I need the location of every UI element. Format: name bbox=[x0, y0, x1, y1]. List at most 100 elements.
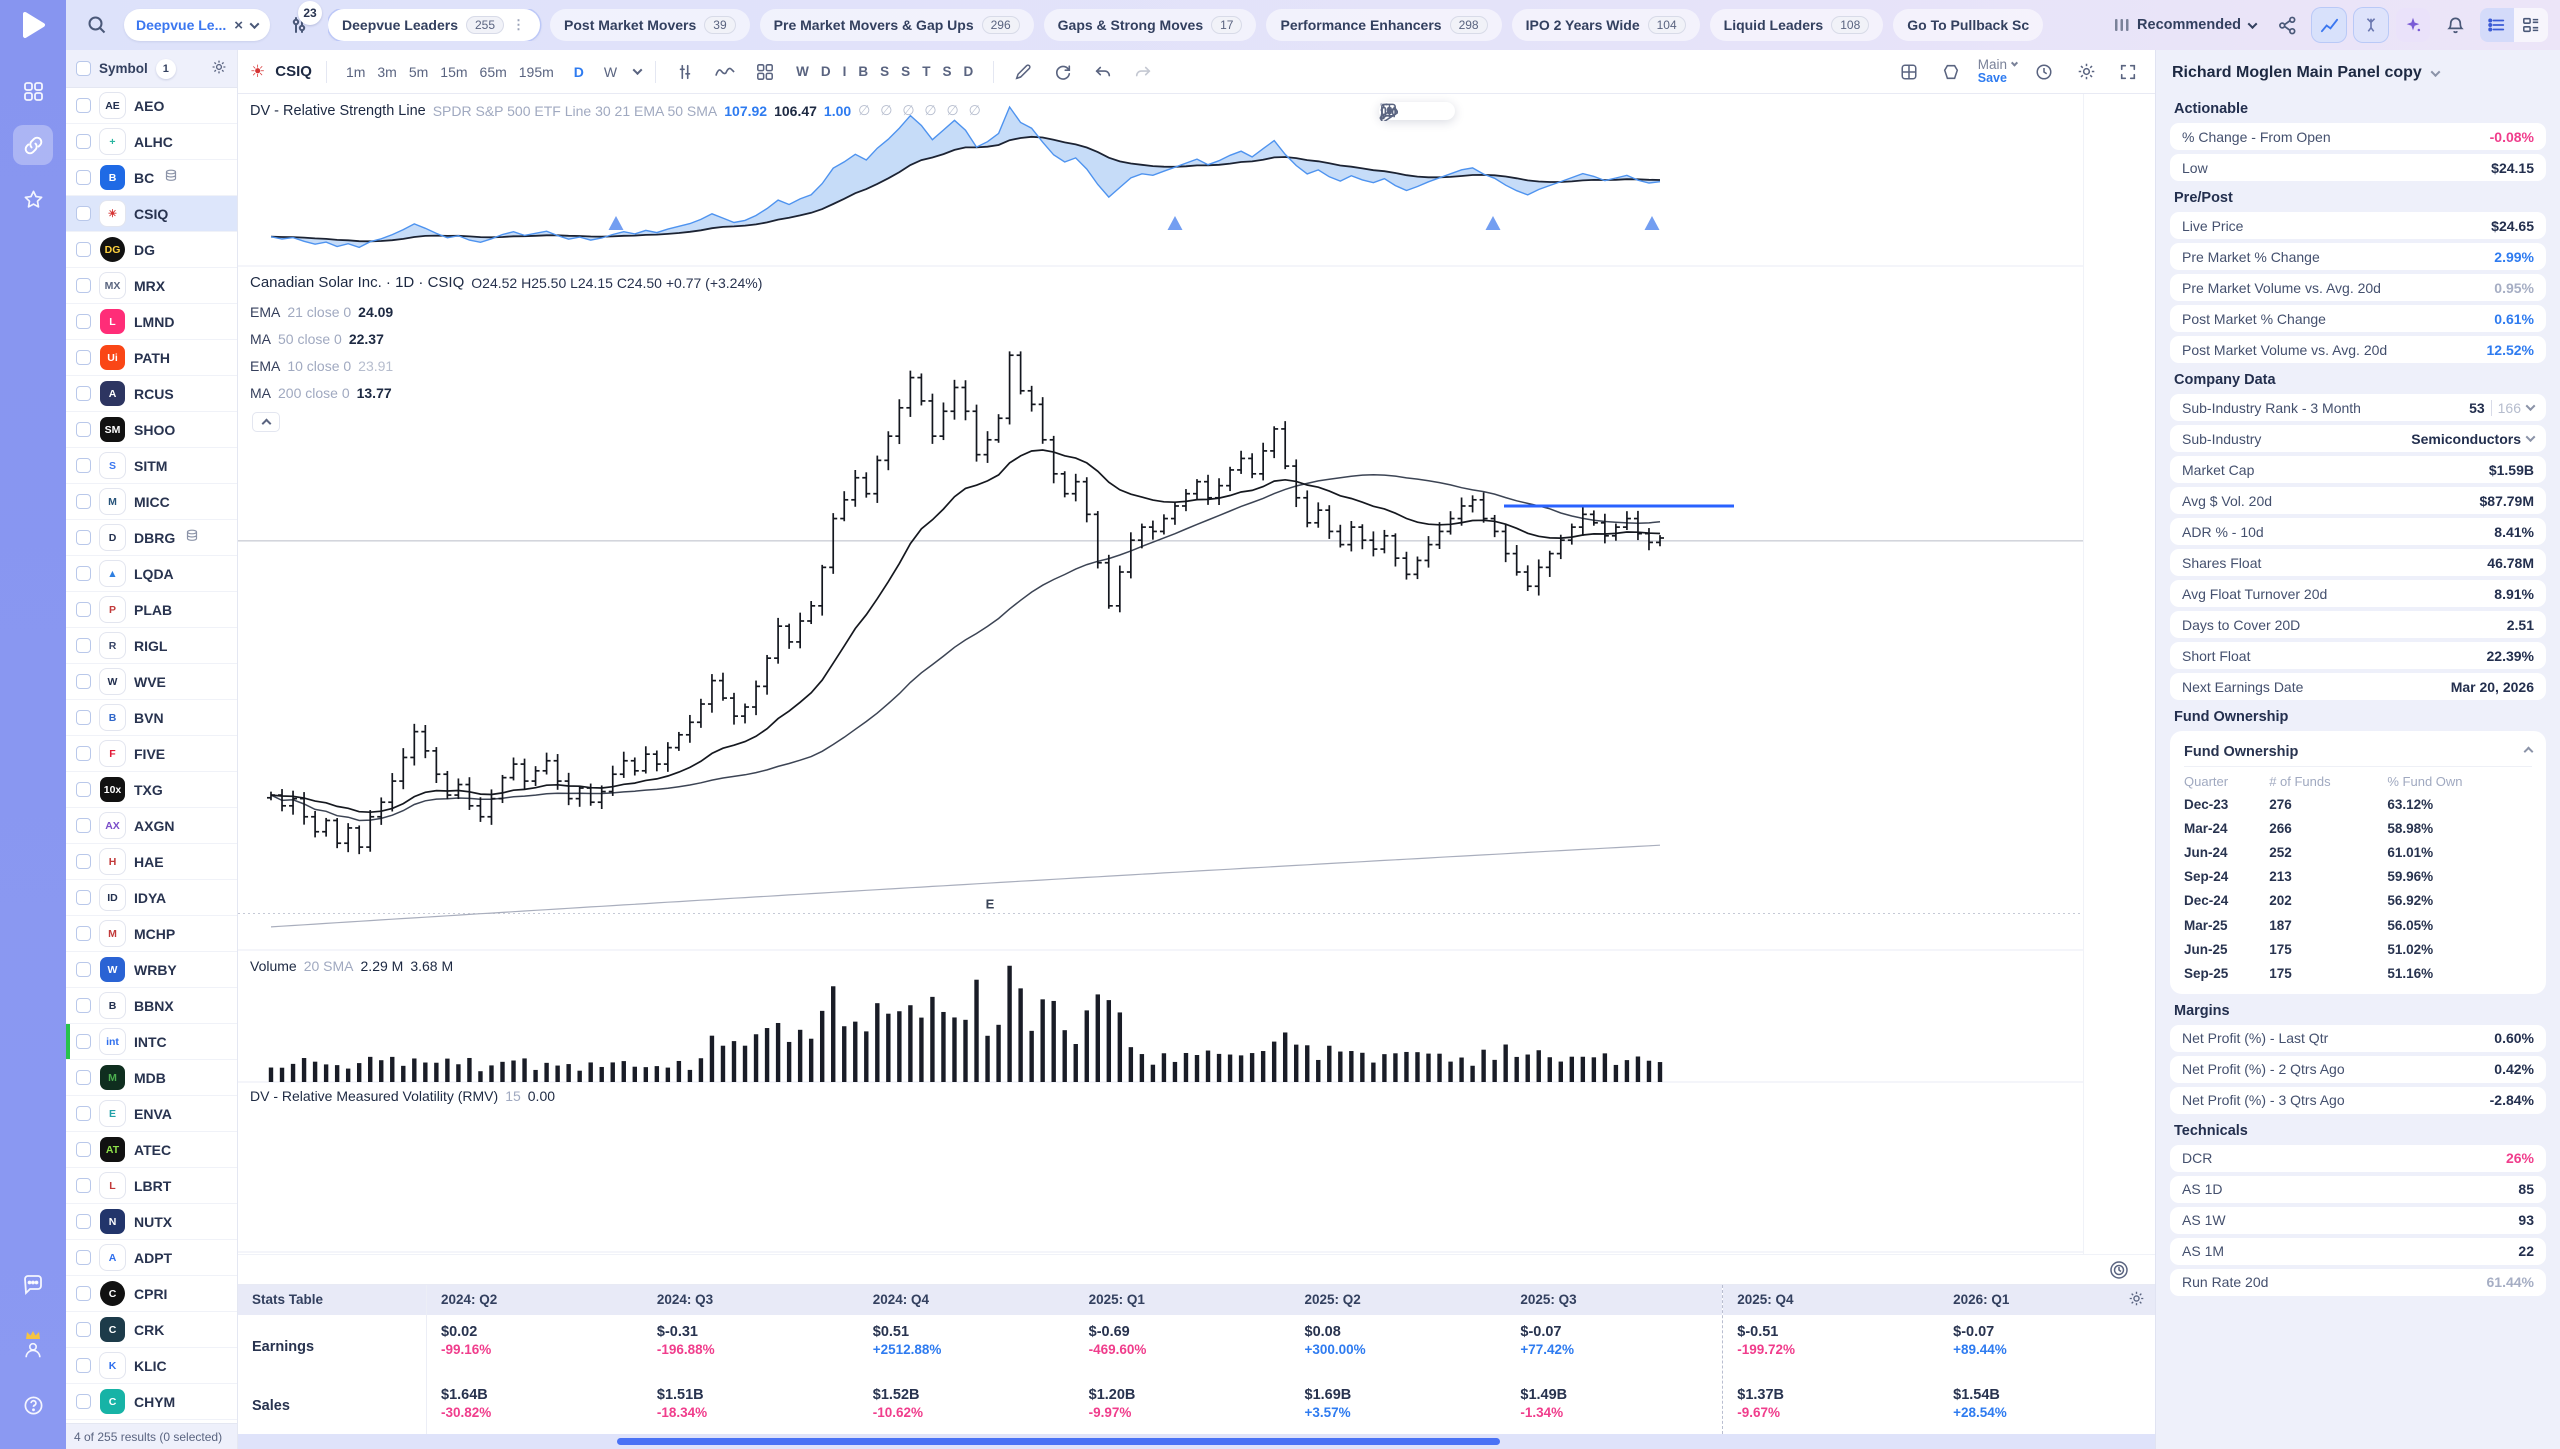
row-checkbox[interactable] bbox=[76, 926, 91, 941]
watchlist-row[interactable]: E ENVA bbox=[66, 1096, 237, 1132]
row-checkbox[interactable] bbox=[76, 710, 91, 725]
timeframe-button[interactable]: 1m bbox=[345, 63, 366, 80]
screener-tab[interactable]: Post Market Movers 39 bbox=[550, 9, 750, 41]
row-checkbox[interactable] bbox=[76, 638, 91, 653]
row-checkbox[interactable] bbox=[76, 1034, 91, 1049]
deepvue-logo[interactable] bbox=[18, 10, 48, 45]
timezone-clock-button[interactable] bbox=[2083, 1255, 2155, 1284]
timeframe-button[interactable]: 195m bbox=[518, 63, 554, 80]
price-axis[interactable] bbox=[2083, 94, 2155, 1254]
watchlist-row[interactable]: Ui PATH bbox=[66, 340, 237, 376]
price-chart-canvas[interactable]: E bbox=[238, 94, 2083, 1254]
watchlist-row[interactable]: A RCUS bbox=[66, 376, 237, 412]
tab-menu-icon[interactable]: ⋮ bbox=[512, 17, 527, 32]
timeframe-week-button[interactable]: W bbox=[603, 63, 618, 80]
watchlist-row[interactable]: ▲ LQDA bbox=[66, 556, 237, 592]
watchlist-row[interactable]: L LBRT bbox=[66, 1168, 237, 1204]
chart-area[interactable]: E DV - Relative Strength Line SPDR S&P 5… bbox=[238, 94, 2155, 1254]
watchlist-row[interactable]: MX MRX bbox=[66, 268, 237, 304]
settings-gear-icon[interactable] bbox=[2071, 57, 2101, 87]
history-clock-icon[interactable] bbox=[2029, 57, 2059, 87]
premium-avatar[interactable] bbox=[13, 1319, 53, 1371]
undo-icon[interactable] bbox=[1088, 57, 1118, 87]
star-icon[interactable] bbox=[13, 179, 53, 219]
chevron-down-icon[interactable] bbox=[2525, 401, 2536, 412]
funnel-icon[interactable] bbox=[2354, 8, 2388, 42]
row-checkbox[interactable] bbox=[76, 1358, 91, 1373]
date-axis[interactable] bbox=[238, 1254, 2155, 1284]
chevron-down-icon[interactable] bbox=[2525, 432, 2536, 443]
row-checkbox[interactable] bbox=[76, 422, 91, 437]
screener-tab[interactable]: IPO 2 Years Wide 104 bbox=[1511, 9, 1700, 41]
screener-tab[interactable]: Pre Market Movers & Gap Ups 296 bbox=[759, 9, 1034, 41]
template-letter-button[interactable]: T bbox=[922, 64, 931, 79]
row-checkbox[interactable] bbox=[76, 746, 91, 761]
row-checkbox[interactable] bbox=[76, 314, 91, 329]
layout-grid-icon[interactable] bbox=[750, 57, 780, 87]
watchlist-row[interactable]: int INTC bbox=[66, 1024, 237, 1060]
template-letter-button[interactable]: B bbox=[858, 64, 869, 79]
template-letter-button[interactable]: S bbox=[880, 64, 890, 79]
draw-pencil-icon[interactable] bbox=[1008, 57, 1038, 87]
sort-dropdown[interactable]: Recommended bbox=[2109, 17, 2262, 33]
refresh-icon[interactable] bbox=[1048, 57, 1078, 87]
row-checkbox[interactable] bbox=[76, 998, 91, 1013]
screener-tab[interactable]: Go To Pullback Sc bbox=[1893, 9, 2044, 41]
filter-button[interactable]: 23 bbox=[280, 1, 323, 42]
row-checkbox[interactable] bbox=[76, 566, 91, 581]
watchlist-row[interactable]: 10x TXG bbox=[66, 772, 237, 808]
watchlist-row[interactable]: SM SHOO bbox=[66, 412, 237, 448]
watchlist-row[interactable]: R RIGL bbox=[66, 628, 237, 664]
close-icon[interactable]: × bbox=[234, 16, 244, 34]
watchlist-row[interactable]: AX AXGN bbox=[66, 808, 237, 844]
watchlist-row[interactable]: S SITM bbox=[66, 448, 237, 484]
watchlist-row[interactable]: A ADPT bbox=[66, 1240, 237, 1276]
row-checkbox[interactable] bbox=[76, 1286, 91, 1301]
watchlist-row[interactable]: W WVE bbox=[66, 664, 237, 700]
scrollbar-thumb[interactable] bbox=[617, 1438, 1500, 1445]
watchlist-row[interactable]: AE AEO bbox=[66, 88, 237, 124]
watchlist-row[interactable]: M MCHP bbox=[66, 916, 237, 952]
collapse-legend-button[interactable] bbox=[252, 412, 280, 432]
redo-icon[interactable] bbox=[1128, 57, 1158, 87]
row-checkbox[interactable] bbox=[76, 206, 91, 221]
watchlist-row[interactable]: C CHYM bbox=[66, 1384, 237, 1420]
row-checkbox[interactable] bbox=[76, 350, 91, 365]
row-checkbox[interactable] bbox=[76, 1214, 91, 1229]
symbol-button[interactable]: CSIQ bbox=[275, 63, 312, 80]
chart-icon[interactable] bbox=[2312, 8, 2346, 42]
watchlist-row[interactable]: F FIVE bbox=[66, 736, 237, 772]
share-icon[interactable] bbox=[2270, 8, 2304, 42]
grid-view-icon[interactable] bbox=[2514, 8, 2548, 42]
row-checkbox[interactable] bbox=[76, 170, 91, 185]
chat-icon[interactable] bbox=[13, 1265, 53, 1305]
indicator-settings-icon[interactable] bbox=[670, 57, 700, 87]
link-icon[interactable] bbox=[13, 125, 53, 165]
row-checkbox[interactable] bbox=[76, 890, 91, 905]
row-checkbox[interactable] bbox=[76, 530, 91, 545]
save-button[interactable]: Save bbox=[1977, 71, 2007, 86]
watchlist-row[interactable]: B BVN bbox=[66, 700, 237, 736]
chevron-down-icon[interactable] bbox=[632, 65, 643, 76]
template-letter-button[interactable]: D bbox=[820, 64, 831, 79]
list-view-icon[interactable] bbox=[2480, 8, 2514, 42]
shape-icon[interactable] bbox=[1936, 57, 1966, 87]
row-checkbox[interactable] bbox=[76, 134, 91, 149]
watchlist-row[interactable]: K KLIC bbox=[66, 1348, 237, 1384]
panel-data-row[interactable]: Sub-Industry Rank - 3 Month 53 166 bbox=[2170, 394, 2546, 421]
watchlist-row[interactable]: B BC bbox=[66, 160, 237, 196]
search-icon[interactable] bbox=[80, 8, 114, 42]
row-checkbox[interactable] bbox=[76, 458, 91, 473]
row-checkbox[interactable] bbox=[76, 98, 91, 113]
fullscreen-icon[interactable] bbox=[2113, 57, 2143, 87]
bell-icon[interactable] bbox=[2438, 8, 2472, 42]
template-letter-button[interactable]: W bbox=[796, 64, 809, 79]
help-icon[interactable] bbox=[13, 1385, 53, 1425]
sparkle-icon[interactable] bbox=[2396, 8, 2430, 42]
watchlist-settings-gear-icon[interactable] bbox=[211, 59, 227, 78]
row-checkbox[interactable] bbox=[76, 962, 91, 977]
timeframe-day-button[interactable]: D bbox=[573, 63, 584, 80]
screener-tab[interactable]: Performance Enhancers 298 bbox=[1266, 9, 1502, 41]
chart-plot[interactable]: E DV - Relative Strength Line SPDR S&P 5… bbox=[238, 94, 2083, 1254]
panel-title-dropdown[interactable]: Richard Moglen Main Panel copy bbox=[2170, 60, 2546, 92]
